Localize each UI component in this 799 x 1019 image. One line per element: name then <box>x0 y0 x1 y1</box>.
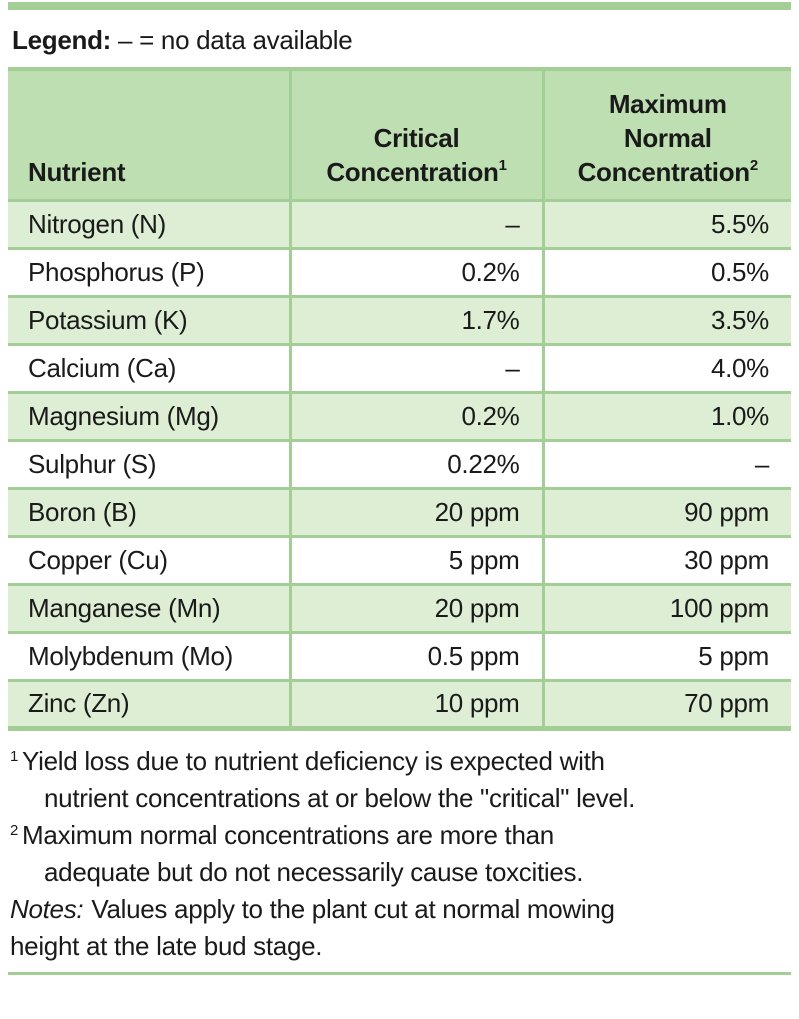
legend-label: Legend: <box>12 25 112 55</box>
nutrient-cell: Boron (B) <box>8 486 290 536</box>
maximum-value-cell: 70 ppm <box>541 678 791 728</box>
maximum-value-cell: 100 ppm <box>541 582 791 632</box>
critical-value-cell: 10 ppm <box>288 678 543 728</box>
maximum-value-cell: 90 ppm <box>541 486 791 536</box>
notes-line-2: height at the late bud stage. <box>10 930 323 961</box>
legend: Legend: – = no data available <box>12 25 791 56</box>
nutrient-cell: Calcium (Ca) <box>8 342 290 392</box>
nutrient-cell: Manganese (Mn) <box>8 582 290 632</box>
footnote-marker-2: 2 <box>749 156 758 174</box>
maximum-value-cell: 3.5% <box>541 294 791 344</box>
maximum-value-cell: 1.0% <box>541 390 791 440</box>
critical-value-cell: 0.5 ppm <box>288 630 543 680</box>
critical-value-cell: 20 ppm <box>288 582 543 632</box>
footnote-marker-1: 1 <box>498 156 507 174</box>
header-line: Normal <box>623 122 712 153</box>
table-row: Nitrogen (N) – 5.5% <box>8 198 791 248</box>
table-row: Potassium (K) 1.7% 3.5% <box>8 294 791 344</box>
column-header-maximum-normal-concentration: Maximum Normal Concentration2 <box>541 69 791 200</box>
notes-line-1: Notes: Values apply to the plant cut at n… <box>10 893 615 924</box>
footnote-2-line-1: 2 Maximum normal concentrations are more … <box>10 819 554 850</box>
maximum-value-cell: 5.5% <box>541 198 791 248</box>
table-row: Molybdenum (Mo) 0.5 ppm 5 ppm <box>8 630 791 680</box>
table-header: Nutrient Critical Concentration1 Maximum… <box>8 69 791 200</box>
maximum-value-cell: 5 ppm <box>541 630 791 680</box>
critical-value-cell: 0.2% <box>288 246 543 296</box>
critical-value-cell: 0.22% <box>288 438 543 488</box>
table-row: Manganese (Mn) 20 ppm 100 ppm <box>8 582 791 632</box>
header-line: Concentration2 <box>577 156 759 187</box>
table-row: Zinc (Zn) 10 ppm 70 ppm <box>8 678 791 728</box>
legend-text: – = no data available <box>118 25 353 55</box>
critical-value-cell: 1.7% <box>288 294 543 344</box>
footnote-1-marker: 1 <box>10 747 19 765</box>
column-header-critical-concentration: Critical Concentration1 <box>288 69 543 200</box>
critical-value-cell: 5 ppm <box>288 534 543 584</box>
nutrient-cell: Sulphur (S) <box>8 438 290 488</box>
bottom-rule <box>8 971 791 975</box>
maximum-value-cell: – <box>541 438 791 488</box>
critical-value-cell: 20 ppm <box>288 486 543 536</box>
table-row: Copper (Cu) 5 ppm 30 ppm <box>8 534 791 584</box>
column-header-nutrient: Nutrient <box>8 69 290 200</box>
nutrient-cell: Molybdenum (Mo) <box>8 630 290 680</box>
column-header-nutrient-label: Nutrient <box>28 156 126 187</box>
footnote-1-line-2: nutrient concentrations at or below the … <box>44 782 635 813</box>
nutrient-cell: Zinc (Zn) <box>8 678 290 728</box>
footnote-2-line-2: adequate but do not necessarily cause to… <box>44 856 584 887</box>
footnote-1-line-1: 1 Yield loss due to nutrient deficiency i… <box>10 745 605 776</box>
table-row: Calcium (Ca) – 4.0% <box>8 342 791 392</box>
nutrient-cell: Nitrogen (N) <box>8 198 290 248</box>
table-row: Boron (B) 20 ppm 90 ppm <box>8 486 791 536</box>
header-line: Concentration1 <box>326 156 507 187</box>
top-rule <box>8 2 791 10</box>
footnote-2-marker: 2 <box>10 821 19 839</box>
critical-value-cell: – <box>288 342 543 392</box>
table-row: Magnesium (Mg) 0.2% 1.0% <box>8 390 791 440</box>
nutrient-cell: Copper (Cu) <box>8 534 290 584</box>
table-body: Nitrogen (N) – 5.5% Phosphorus (P) 0.2% … <box>8 198 791 728</box>
notes-label: Notes: <box>10 893 84 924</box>
header-row: Nutrient Critical Concentration1 Maximum… <box>8 69 791 200</box>
nutrient-table: Nutrient Critical Concentration1 Maximum… <box>8 67 791 731</box>
maximum-value-cell: 30 ppm <box>541 534 791 584</box>
header-line: Maximum <box>608 88 727 119</box>
page: Legend: – = no data available Nutrient Cr… <box>0 2 799 975</box>
maximum-value-cell: 4.0% <box>541 342 791 392</box>
nutrient-cell: Magnesium (Mg) <box>8 390 290 440</box>
nutrient-cell: Potassium (K) <box>8 294 290 344</box>
table-row: Phosphorus (P) 0.2% 0.5% <box>8 246 791 296</box>
header-line: Critical <box>373 122 460 153</box>
maximum-value-cell: 0.5% <box>541 246 791 296</box>
table-row: Sulphur (S) 0.22% – <box>8 438 791 488</box>
nutrient-cell: Phosphorus (P) <box>8 246 290 296</box>
critical-value-cell: – <box>288 198 543 248</box>
critical-value-cell: 0.2% <box>288 390 543 440</box>
footnotes: 1 Yield loss due to nutrient deficiency i… <box>10 743 791 965</box>
